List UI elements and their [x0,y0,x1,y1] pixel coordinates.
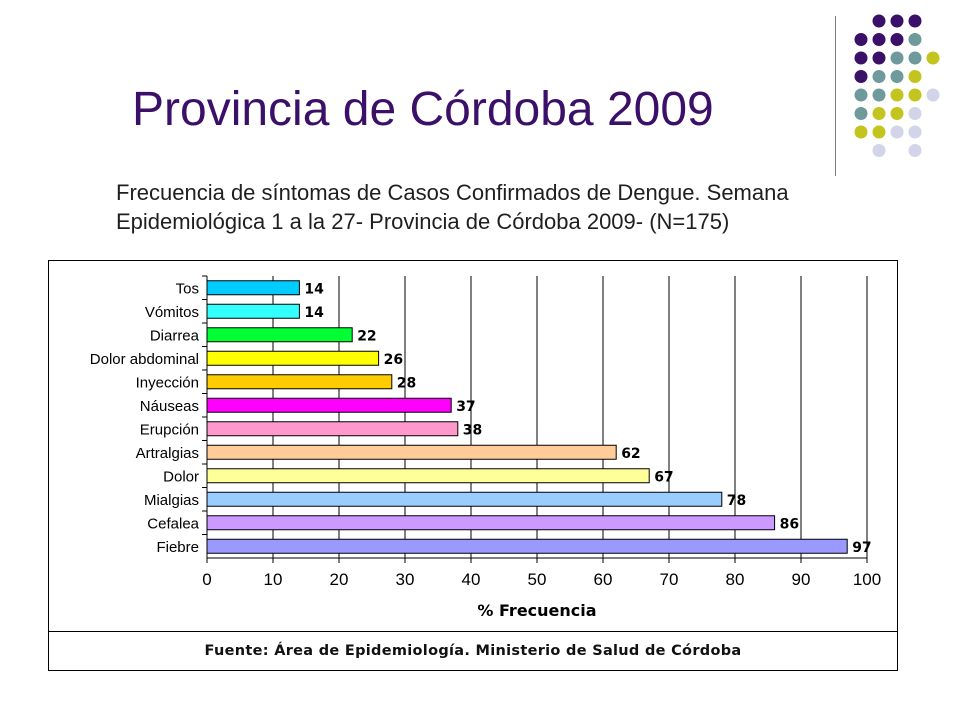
data-label: 62 [621,446,640,462]
x-tick-label: 100 [853,570,881,589]
bar-Dolor [206,468,650,484]
bar-Tos [206,280,300,296]
category-label: Erupción [140,421,199,438]
data-label: 67 [654,469,673,485]
decorative-dot [872,125,886,139]
x-axis-title: % Frecuencia [477,601,596,620]
decorative-dot [926,51,940,65]
category-label: Náuseas [140,398,199,415]
data-label: 86 [780,516,799,532]
bar-Inyección [206,374,393,390]
decorative-dot [854,125,868,139]
data-label: 14 [304,305,324,321]
bar-Cefalea [206,515,776,531]
source-note: Fuente: Área de Epidemiología. Ministeri… [48,631,898,671]
data-label: 22 [357,328,376,344]
bar-Diarrea [206,327,353,343]
data-label: 97 [852,540,871,556]
category-label: Dolor [163,468,199,485]
subtitle-line-2: Epidemiológica 1 a la 27- Provincia de C… [116,209,730,234]
bar-Fiebre [206,538,848,554]
x-tick-label: 70 [660,570,679,589]
bar-Erupción [206,421,459,437]
decorative-dot [908,144,922,157]
decorative-dot [890,70,904,83]
data-label: 38 [463,422,482,438]
x-tick-label: 0 [202,570,211,589]
slide-title: Provincia de Córdoba 2009 [132,83,714,136]
subtitle-line-1: Frecuencia de síntomas de Casos Confirma… [116,180,789,205]
decorative-dot [890,51,904,65]
decorative-dot [890,33,904,46]
bar-Artralgias [206,444,617,460]
chart-frame: 0 10 20 30 40 50 60 70 80 90 100 Tos 14 Vómitos 14 Diar… [48,260,898,646]
x-tick-label: 20 [330,570,349,589]
decorative-dot [890,14,904,28]
bar-Vómitos [206,303,300,319]
decorative-dot [890,125,904,139]
bar-Dolor abdominal [206,350,380,366]
decorative-dot [872,51,886,65]
x-tick-label: 30 [396,570,415,589]
decorative-dot [908,88,922,102]
bar-chart: 0 10 20 30 40 50 60 70 80 90 100 Tos 14 Vómitos 14 Diar… [90,275,881,620]
x-tick-label: 80 [726,570,745,589]
decorative-dot [854,51,868,65]
decorative-dot [854,107,868,120]
decorative-dot [872,33,886,46]
decorative-dot [854,33,868,46]
x-tick-label: 10 [264,570,283,589]
category-label: Tos [176,280,199,297]
chart-subtitle: Frecuencia de síntomas de Casos Confirma… [116,178,916,236]
decorative-dot [908,51,922,65]
bar-Náuseas [206,397,452,413]
x-tick-label: 90 [792,570,811,589]
category-label: Cefalea [147,515,199,532]
x-tick-label: 50 [528,570,547,589]
category-label: Mialgias [144,492,199,509]
bar-Mialgias [206,491,723,507]
category-label: Fiebre [156,539,199,556]
decorative-dot [872,144,886,157]
data-label: 14 [304,281,324,297]
data-label: 26 [384,352,403,368]
data-label: 28 [397,375,416,391]
decorative-dot [926,88,940,102]
category-label: Dolor abdominal [90,351,199,368]
decorative-dot [854,70,868,83]
x-tick-label: 60 [594,570,613,589]
decorative-dot [872,70,886,83]
decorative-dot [854,88,868,102]
category-label: Vómitos [145,304,199,321]
category-label: Artralgias [136,445,199,462]
decorative-dot [890,107,904,120]
data-label: 78 [727,493,746,509]
decorative-dot [908,125,922,139]
decorative-dot [908,70,922,83]
decorative-dot [872,107,886,120]
category-label: Diarrea [150,327,200,344]
decorative-dot [908,33,922,46]
data-label: 37 [456,399,475,415]
title-divider-line [835,16,836,176]
decorative-dot [908,107,922,120]
decorative-dot [908,14,922,28]
category-label: Inyección [136,374,199,391]
decorative-dot [872,88,886,102]
x-tick-label: 40 [462,570,481,589]
decorative-dot [872,14,886,28]
decorative-dot [890,88,904,102]
